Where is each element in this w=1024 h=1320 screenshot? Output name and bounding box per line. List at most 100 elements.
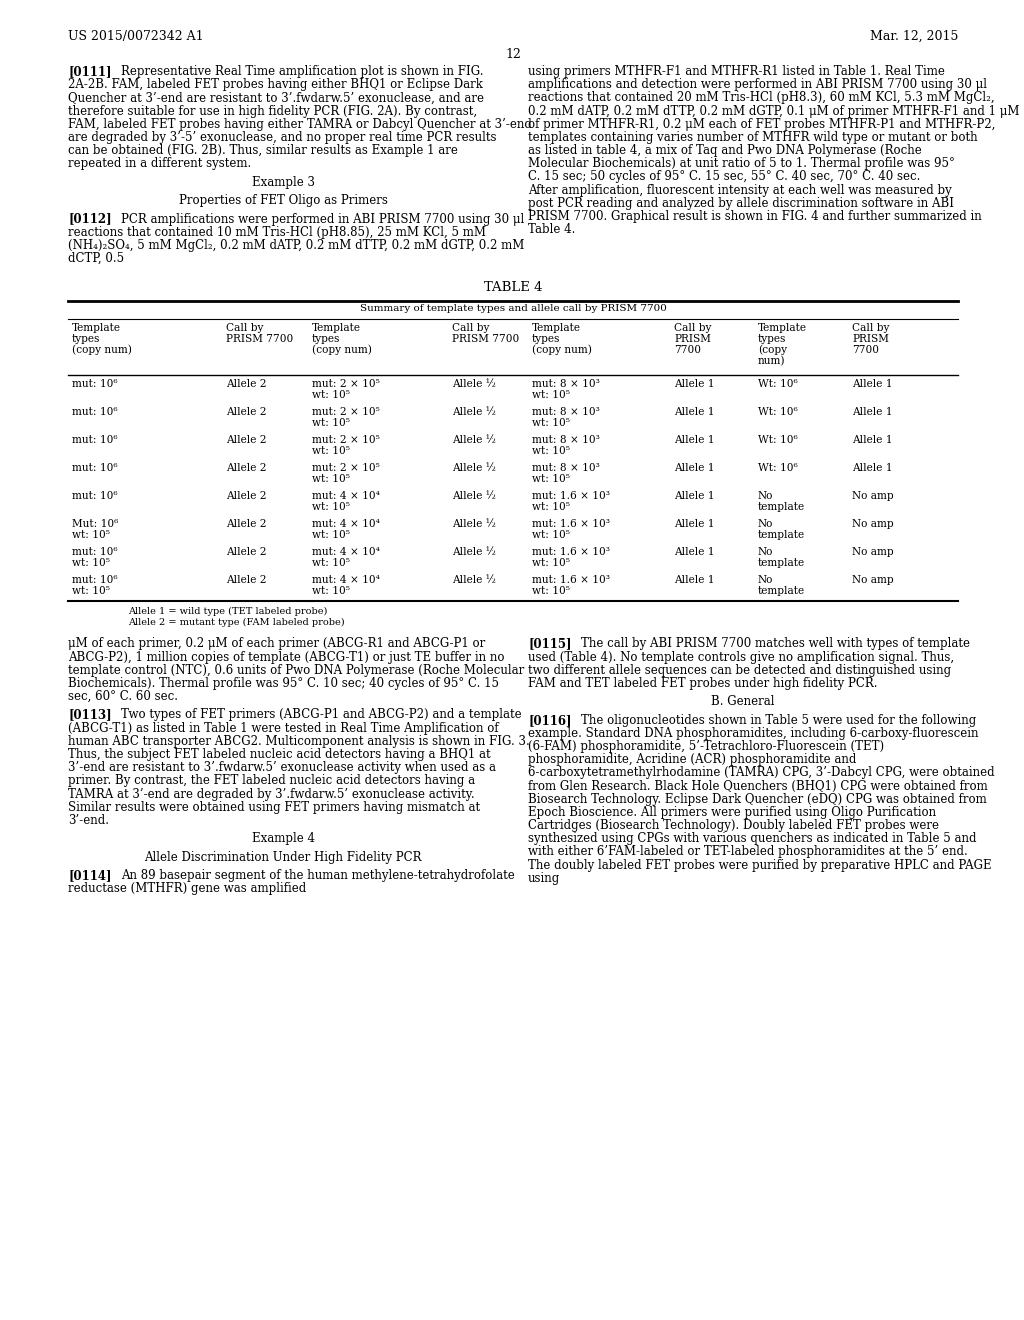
Text: Two types of FET primers (ABCG-P1 and ABCG-P2) and a template: Two types of FET primers (ABCG-P1 and AB… <box>121 709 521 722</box>
Text: Quencher at 3’-end are resistant to 3’.fwdarw.5’ exonuclease, and are: Quencher at 3’-end are resistant to 3’.f… <box>68 91 484 104</box>
Text: Allele ½: Allele ½ <box>452 407 496 417</box>
Text: Allele ½: Allele ½ <box>452 491 496 500</box>
Text: PRISM 7700. Graphical result is shown in FIG. 4 and further summarized in: PRISM 7700. Graphical result is shown in… <box>528 210 982 223</box>
Text: μM of each primer, 0.2 μM of each primer (ABCG-R1 and ABCG-P1 or: μM of each primer, 0.2 μM of each primer… <box>68 638 485 651</box>
Text: mut: 10⁶: mut: 10⁶ <box>72 434 118 445</box>
Text: Allele ½: Allele ½ <box>452 463 496 473</box>
Text: Wt: 10⁶: Wt: 10⁶ <box>758 379 798 388</box>
Text: Example 3: Example 3 <box>252 176 314 189</box>
Text: ABCG-P2), 1 million copies of template (ABCG-T1) or just TE buffer in no: ABCG-P2), 1 million copies of template (… <box>68 651 505 664</box>
Text: mut: 8 × 10³: mut: 8 × 10³ <box>532 434 600 445</box>
Text: types: types <box>312 334 340 343</box>
Text: Allele 1: Allele 1 <box>674 576 715 585</box>
Text: mut: 2 × 10⁵: mut: 2 × 10⁵ <box>312 407 380 417</box>
Text: repeated in a different system.: repeated in a different system. <box>68 157 251 170</box>
Text: Allele 1: Allele 1 <box>852 463 893 473</box>
Text: Template: Template <box>758 322 807 333</box>
Text: wt: 10⁵: wt: 10⁵ <box>532 502 570 512</box>
Text: Allele ½: Allele ½ <box>452 519 496 529</box>
Text: post PCR reading and analyzed by allele discrimination software in ABI: post PCR reading and analyzed by allele … <box>528 197 954 210</box>
Text: C. 15 sec; 50 cycles of 95° C. 15 sec, 55° C. 40 sec, 70° C. 40 sec.: C. 15 sec; 50 cycles of 95° C. 15 sec, 5… <box>528 170 921 183</box>
Text: (copy num): (copy num) <box>532 345 592 355</box>
Text: Allele 1 = wild type (TET labeled probe): Allele 1 = wild type (TET labeled probe) <box>128 607 328 616</box>
Text: template: template <box>758 586 805 595</box>
Text: Example 4: Example 4 <box>252 833 314 845</box>
Text: No: No <box>758 576 773 585</box>
Text: can be obtained (FIG. 2B). Thus, similar results as Example 1 are: can be obtained (FIG. 2B). Thus, similar… <box>68 144 458 157</box>
Text: mut: 10⁶: mut: 10⁶ <box>72 576 118 585</box>
Text: Allele 1: Allele 1 <box>674 434 715 445</box>
Text: template: template <box>758 529 805 540</box>
Text: The call by ABI PRISM 7700 matches well with types of template: The call by ABI PRISM 7700 matches well … <box>581 638 970 651</box>
Text: phosphoramidite, Acridine (ACR) phosphoramidite and: phosphoramidite, Acridine (ACR) phosphor… <box>528 754 856 767</box>
Text: 7700: 7700 <box>852 345 879 355</box>
Text: template control (NTC), 0.6 units of Pwo DNA Polymerase (Roche Molecular: template control (NTC), 0.6 units of Pwo… <box>68 664 524 677</box>
Text: num): num) <box>758 355 785 366</box>
Text: mut: 10⁶: mut: 10⁶ <box>72 463 118 473</box>
Text: Properties of FET Oligo as Primers: Properties of FET Oligo as Primers <box>178 194 387 207</box>
Text: mut: 4 × 10⁴: mut: 4 × 10⁴ <box>312 546 380 557</box>
Text: The doubly labeled FET probes were purified by preparative HPLC and PAGE: The doubly labeled FET probes were purif… <box>528 859 991 871</box>
Text: wt: 10⁵: wt: 10⁵ <box>312 474 350 483</box>
Text: types: types <box>72 334 100 343</box>
Text: mut: 1.6 × 10³: mut: 1.6 × 10³ <box>532 546 610 557</box>
Text: Call by: Call by <box>226 322 263 333</box>
Text: wt: 10⁵: wt: 10⁵ <box>312 446 350 455</box>
Text: Allele 2 = mutant type (FAM labeled probe): Allele 2 = mutant type (FAM labeled prob… <box>128 618 345 627</box>
Text: 3’-end are resistant to 3’.fwdarw.5’ exonuclease activity when used as a: 3’-end are resistant to 3’.fwdarw.5’ exo… <box>68 762 496 774</box>
Text: example. Standard DNA phosphoramidites, including 6-carboxy-fluorescein: example. Standard DNA phosphoramidites, … <box>528 727 979 741</box>
Text: two different allele sequences can be detected and distinguished using: two different allele sequences can be de… <box>528 664 951 677</box>
Text: wt: 10⁵: wt: 10⁵ <box>312 558 350 568</box>
Text: as listed in table 4, a mix of Taq and Pwo DNA Polymerase (Roche: as listed in table 4, a mix of Taq and P… <box>528 144 922 157</box>
Text: PRISM 7700: PRISM 7700 <box>226 334 293 343</box>
Text: mut: 4 × 10⁴: mut: 4 × 10⁴ <box>312 491 380 500</box>
Text: mut: 4 × 10⁴: mut: 4 × 10⁴ <box>312 519 380 529</box>
Text: No: No <box>758 546 773 557</box>
Text: Template: Template <box>312 322 361 333</box>
Text: Allele 2: Allele 2 <box>226 491 266 500</box>
Text: (copy: (copy <box>758 345 787 355</box>
Text: template: template <box>758 558 805 568</box>
Text: Call by: Call by <box>852 322 890 333</box>
Text: No amp: No amp <box>852 491 894 500</box>
Text: (NH₄)₂SO₄, 5 mM MgCl₂, 0.2 mM dATP, 0.2 mM dTTP, 0.2 mM dGTP, 0.2 mM: (NH₄)₂SO₄, 5 mM MgCl₂, 0.2 mM dATP, 0.2 … <box>68 239 524 252</box>
Text: [0116]: [0116] <box>528 714 571 727</box>
Text: Allele 2: Allele 2 <box>226 434 266 445</box>
Text: [0112]: [0112] <box>68 213 112 226</box>
Text: Allele ½: Allele ½ <box>452 576 496 585</box>
Text: Biochemicals). Thermal profile was 95° C. 10 sec; 40 cycles of 95° C. 15: Biochemicals). Thermal profile was 95° C… <box>68 677 499 690</box>
Text: Similar results were obtained using FET primers having mismatch at: Similar results were obtained using FET … <box>68 801 480 813</box>
Text: After amplification, fluorescent intensity at each well was measured by: After amplification, fluorescent intensi… <box>528 183 951 197</box>
Text: [0114]: [0114] <box>68 869 112 882</box>
Text: FAM and TET labeled FET probes under high fidelity PCR.: FAM and TET labeled FET probes under hig… <box>528 677 878 690</box>
Text: FAM, labeled FET probes having either TAMRA or Dabcyl Quencher at 3’-end: FAM, labeled FET probes having either TA… <box>68 117 531 131</box>
Text: mut: 4 × 10⁴: mut: 4 × 10⁴ <box>312 576 380 585</box>
Text: wt: 10⁵: wt: 10⁵ <box>312 529 350 540</box>
Text: wt: 10⁵: wt: 10⁵ <box>312 417 350 428</box>
Text: 0.2 mM dATP, 0.2 mM dTTP, 0.2 mM dGTP, 0.1 μM of primer MTHFR-F1 and 1 μM: 0.2 mM dATP, 0.2 mM dTTP, 0.2 mM dGTP, 0… <box>528 104 1020 117</box>
Text: TABLE 4: TABLE 4 <box>483 281 543 293</box>
Text: No amp: No amp <box>852 576 894 585</box>
Text: of primer MTHFR-R1, 0.2 μM each of FET probes MTHFR-P1 and MTHFR-P2,: of primer MTHFR-R1, 0.2 μM each of FET p… <box>528 117 995 131</box>
Text: Biosearch Technology. Eclipse Dark Quencher (eDQ) CPG was obtained from: Biosearch Technology. Eclipse Dark Quenc… <box>528 793 987 805</box>
Text: Wt: 10⁶: Wt: 10⁶ <box>758 434 798 445</box>
Text: mut: 1.6 × 10³: mut: 1.6 × 10³ <box>532 519 610 529</box>
Text: Allele ½: Allele ½ <box>452 434 496 445</box>
Text: template: template <box>758 502 805 512</box>
Text: Allele 2: Allele 2 <box>226 546 266 557</box>
Text: mut: 10⁶: mut: 10⁶ <box>72 379 118 388</box>
Text: mut: 2 × 10⁵: mut: 2 × 10⁵ <box>312 463 380 473</box>
Text: (ABCG-T1) as listed in Table 1 were tested in Real Time Amplification of: (ABCG-T1) as listed in Table 1 were test… <box>68 722 499 735</box>
Text: wt: 10⁵: wt: 10⁵ <box>532 529 570 540</box>
Text: wt: 10⁵: wt: 10⁵ <box>532 586 570 595</box>
Text: primer. By contrast, the FET labeled nucleic acid detectors having a: primer. By contrast, the FET labeled nuc… <box>68 775 475 787</box>
Text: wt: 10⁵: wt: 10⁵ <box>312 389 350 400</box>
Text: mut: 10⁶: mut: 10⁶ <box>72 407 118 417</box>
Text: Mar. 12, 2015: Mar. 12, 2015 <box>869 30 958 44</box>
Text: Allele 1: Allele 1 <box>674 407 715 417</box>
Text: Mut: 10⁶: Mut: 10⁶ <box>72 519 119 529</box>
Text: wt: 10⁵: wt: 10⁵ <box>532 417 570 428</box>
Text: Allele ½: Allele ½ <box>452 379 496 388</box>
Text: No amp: No amp <box>852 519 894 529</box>
Text: Allele 1: Allele 1 <box>674 379 715 388</box>
